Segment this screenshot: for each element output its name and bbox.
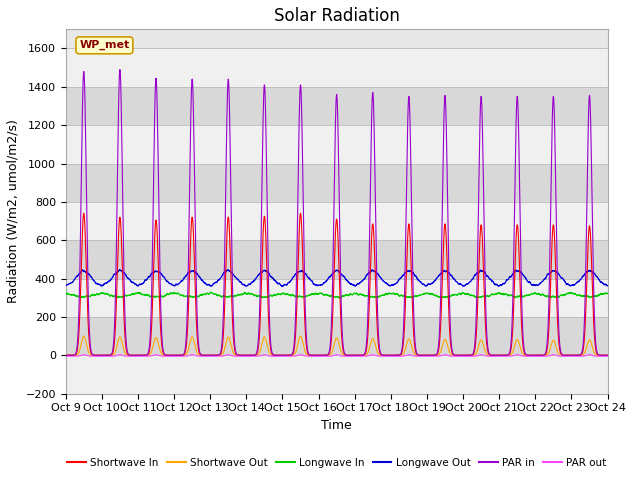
Bar xyxy=(66,355,607,394)
Legend: Shortwave In, Shortwave Out, Longwave In, Longwave Out, PAR in, PAR out: Shortwave In, Shortwave Out, Longwave In… xyxy=(63,454,610,472)
Title: Solar Radiation: Solar Radiation xyxy=(274,7,399,25)
Bar xyxy=(66,202,607,240)
Bar xyxy=(66,240,607,278)
Bar xyxy=(66,87,607,125)
Bar xyxy=(66,48,607,87)
Bar xyxy=(66,278,607,317)
Text: WP_met: WP_met xyxy=(79,40,129,50)
Bar xyxy=(66,125,607,164)
Bar xyxy=(66,164,607,202)
X-axis label: Time: Time xyxy=(321,419,352,432)
Y-axis label: Radiation (W/m2, umol/m2/s): Radiation (W/m2, umol/m2/s) xyxy=(7,120,20,303)
Bar xyxy=(66,317,607,355)
